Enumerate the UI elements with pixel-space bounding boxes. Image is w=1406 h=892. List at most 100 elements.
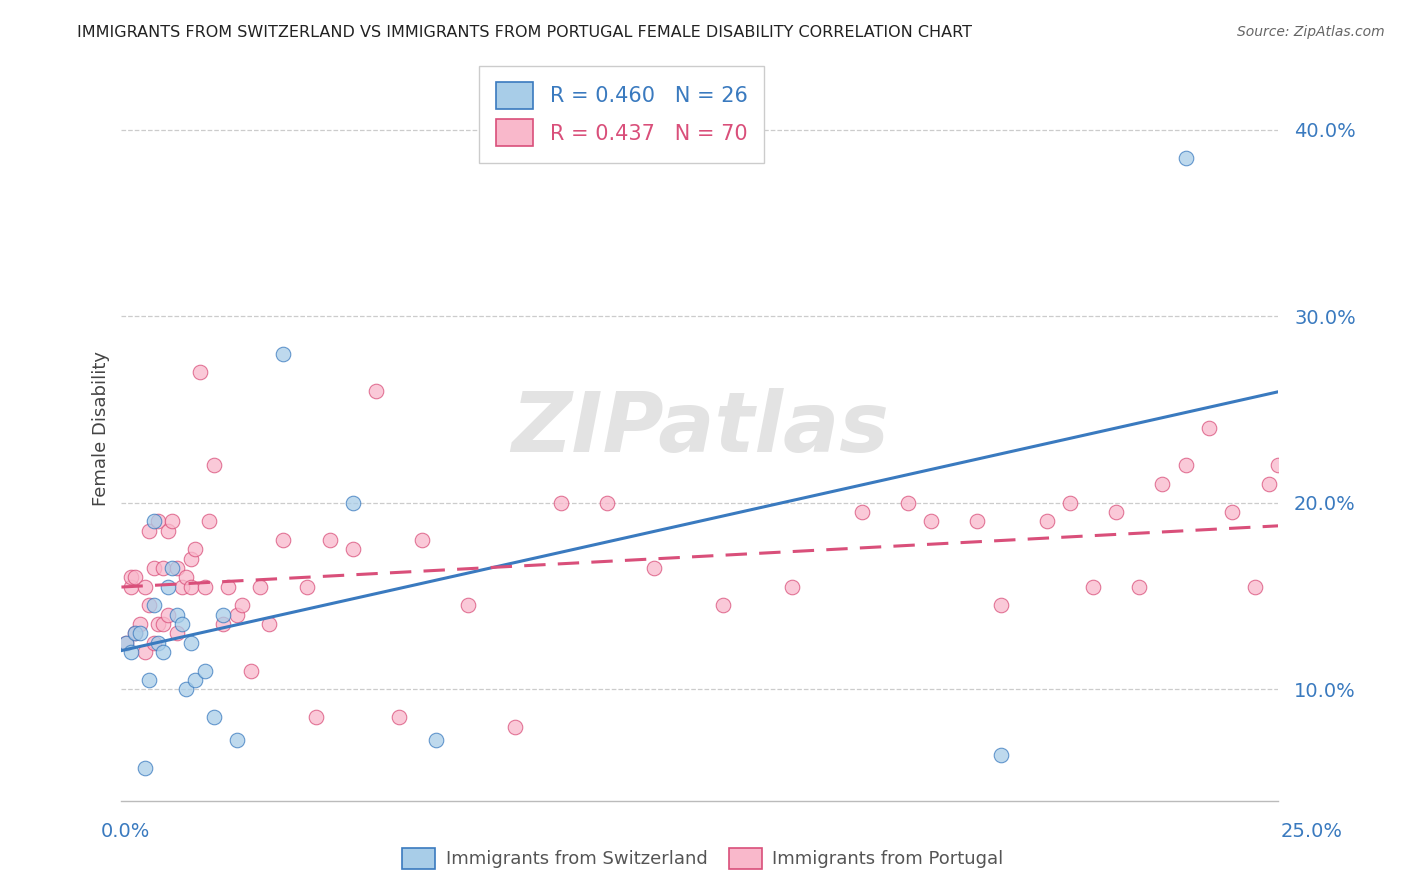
Point	[1174, 458, 1197, 473]
Point	[226, 607, 249, 622]
Point	[138, 524, 160, 538]
Point	[966, 515, 988, 529]
Point	[318, 533, 340, 547]
Point	[142, 515, 165, 529]
Point	[457, 599, 479, 613]
Point	[152, 645, 174, 659]
Point	[1036, 515, 1059, 529]
Point	[174, 570, 197, 584]
Y-axis label: Female Disability: Female Disability	[93, 351, 110, 506]
Point	[1152, 477, 1174, 491]
Point	[134, 645, 156, 659]
Point	[129, 626, 152, 640]
Point	[249, 580, 271, 594]
Point	[1257, 477, 1279, 491]
Point	[184, 542, 207, 557]
Point	[782, 580, 804, 594]
Point	[342, 496, 364, 510]
Point	[142, 561, 165, 575]
Point	[295, 580, 318, 594]
Point	[120, 645, 142, 659]
Point	[124, 626, 146, 640]
Point	[226, 732, 249, 747]
Point	[152, 617, 174, 632]
Point	[115, 635, 138, 649]
Point	[920, 515, 942, 529]
Point	[170, 617, 193, 632]
Point	[202, 710, 225, 724]
Point	[1105, 505, 1128, 519]
Point	[1220, 505, 1243, 519]
Point	[1198, 421, 1220, 435]
Point	[1128, 580, 1150, 594]
Point	[1277, 720, 1299, 734]
Point	[134, 761, 156, 775]
Point	[124, 626, 146, 640]
Text: 0.0%: 0.0%	[101, 822, 150, 841]
Point	[180, 551, 202, 566]
Point	[364, 384, 387, 398]
Text: ZIPatlas: ZIPatlas	[510, 388, 889, 468]
Point	[180, 580, 202, 594]
Point	[711, 599, 734, 613]
Point	[184, 673, 207, 687]
Point	[148, 515, 170, 529]
Point	[212, 607, 235, 622]
Point	[273, 346, 295, 360]
Point	[170, 580, 193, 594]
Point	[897, 496, 920, 510]
Point	[162, 515, 184, 529]
Legend: Immigrants from Switzerland, Immigrants from Portugal: Immigrants from Switzerland, Immigrants …	[395, 840, 1011, 876]
Point	[1244, 580, 1267, 594]
Point	[148, 617, 170, 632]
Point	[273, 533, 295, 547]
Point	[115, 635, 138, 649]
Point	[990, 747, 1012, 762]
Point	[425, 732, 447, 747]
Point	[305, 710, 328, 724]
Point	[194, 580, 217, 594]
Point	[1174, 151, 1197, 165]
Point	[138, 673, 160, 687]
Point	[198, 515, 221, 529]
Point	[851, 505, 873, 519]
Point	[596, 496, 619, 510]
Point	[134, 580, 156, 594]
Point	[156, 580, 179, 594]
Point	[342, 542, 364, 557]
Point	[138, 599, 160, 613]
Point	[166, 607, 188, 622]
Point	[166, 561, 188, 575]
Text: 25.0%: 25.0%	[1281, 822, 1343, 841]
Text: Source: ZipAtlas.com: Source: ZipAtlas.com	[1237, 25, 1385, 39]
Point	[240, 664, 263, 678]
Point	[152, 561, 174, 575]
Point	[212, 617, 235, 632]
Point	[148, 635, 170, 649]
Point	[503, 720, 526, 734]
Point	[202, 458, 225, 473]
Point	[1059, 496, 1081, 510]
Point	[174, 682, 197, 697]
Point	[1081, 580, 1104, 594]
Point	[194, 664, 217, 678]
Point	[217, 580, 239, 594]
Point	[388, 710, 411, 724]
Point	[142, 635, 165, 649]
Point	[259, 617, 281, 632]
Point	[188, 365, 211, 379]
Point	[162, 561, 184, 575]
Point	[231, 599, 253, 613]
Legend: R = 0.460   N = 26, R = 0.437   N = 70: R = 0.460 N = 26, R = 0.437 N = 70	[479, 65, 765, 163]
Point	[1267, 458, 1289, 473]
Point	[411, 533, 433, 547]
Point	[156, 524, 179, 538]
Point	[120, 570, 142, 584]
Point	[129, 617, 152, 632]
Point	[643, 561, 665, 575]
Point	[166, 626, 188, 640]
Point	[550, 496, 572, 510]
Text: IMMIGRANTS FROM SWITZERLAND VS IMMIGRANTS FROM PORTUGAL FEMALE DISABILITY CORREL: IMMIGRANTS FROM SWITZERLAND VS IMMIGRANT…	[77, 25, 973, 40]
Point	[990, 599, 1012, 613]
Point	[124, 570, 146, 584]
